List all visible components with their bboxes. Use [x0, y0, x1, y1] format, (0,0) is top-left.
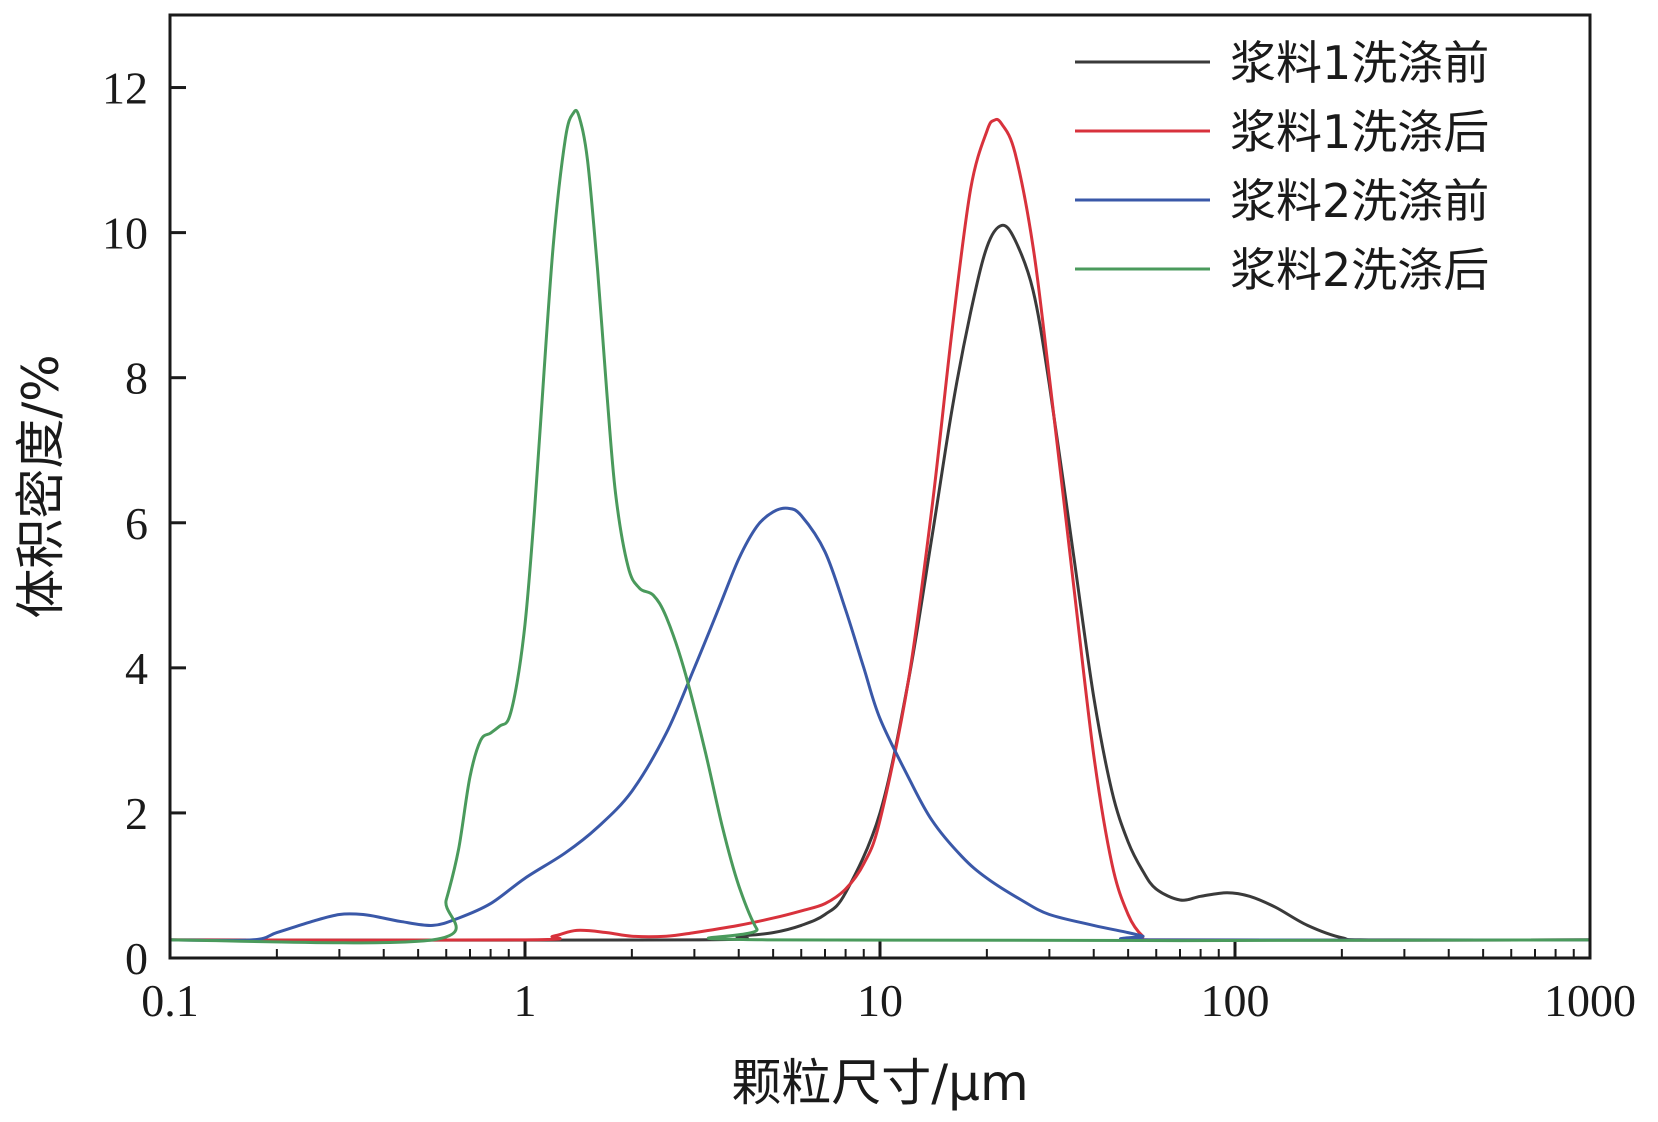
x-axis-title: 颗粒尺寸/μm	[731, 1054, 1028, 1112]
y-tick-label: 0	[125, 933, 148, 984]
x-tick-label: 100	[1201, 975, 1270, 1026]
y-tick-label: 6	[125, 498, 148, 549]
plot-area	[168, 108, 1592, 945]
x-axis-ticks: 0.1 1 10 100 1000	[141, 940, 1636, 1026]
y-tick-label: 12	[102, 63, 148, 114]
legend-label-3: 浆料2洗涤前	[1230, 174, 1489, 228]
legend-label-1: 浆料1洗涤前	[1230, 36, 1489, 90]
legend-label-2: 浆料1洗涤后	[1230, 105, 1489, 159]
y-axis-ticks: 0 2 4 6 8 10 12	[102, 63, 186, 984]
y-tick-label: 2	[125, 788, 148, 839]
x-tick-label: 1000	[1544, 975, 1636, 1026]
plot-frame	[168, 13, 1592, 960]
y-axis-title: 体积密度/%	[12, 354, 70, 618]
x-tick-label: 10	[857, 975, 903, 1026]
x-tick-label: 0.1	[141, 975, 199, 1026]
y-tick-label: 4	[125, 643, 148, 694]
series-line-4	[168, 108, 1592, 945]
legend-label-4: 浆料2洗涤后	[1230, 243, 1489, 297]
series-line-2	[168, 117, 1592, 942]
series-line-1	[168, 223, 1592, 942]
series-line-3	[168, 506, 1592, 942]
x-tick-label: 1	[514, 975, 537, 1026]
y-tick-label: 8	[125, 353, 148, 404]
y-tick-label: 10	[102, 208, 148, 259]
